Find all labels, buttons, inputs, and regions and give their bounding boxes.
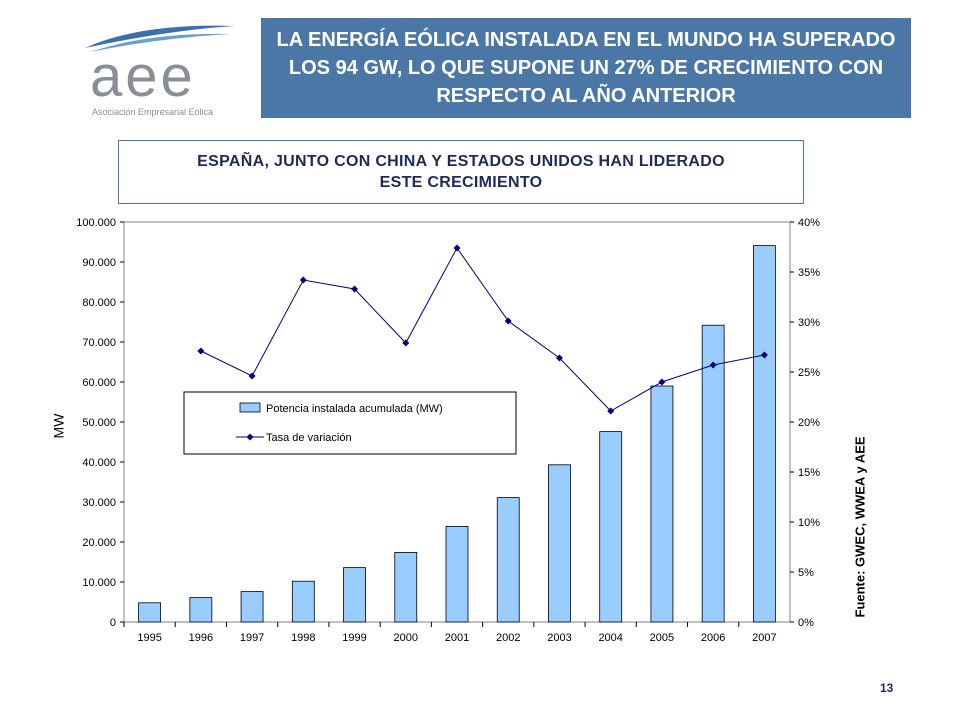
y-tick-label: 90.000 (82, 257, 116, 269)
x-tick-label: 2000 (394, 632, 418, 644)
legend-box (183, 391, 517, 455)
bar-2003 (548, 464, 571, 623)
bar-2006 (701, 324, 725, 623)
growth-rate-point (555, 354, 563, 362)
growth-rate-line (200, 247, 765, 412)
growth-rate-point (351, 285, 359, 293)
y-tick-label: 0 (110, 617, 116, 629)
x-tick-label: 1998 (291, 632, 315, 644)
logo-subtitle: Asociación Empresarial Eólica (92, 107, 214, 117)
legend-line-label: Tasa de variación (266, 432, 352, 444)
x-tick-label: 2005 (650, 632, 674, 644)
y2-tick-label: 40% (798, 217, 820, 229)
headline-banner: LA ENERGÍA EÓLICA INSTALADA EN EL MUNDO … (261, 18, 911, 118)
y-tick-label: 80.000 (82, 297, 116, 309)
bar-2001 (445, 526, 469, 623)
y2-tick-label: 30% (798, 317, 820, 329)
bar-1996 (189, 597, 213, 623)
growth-rate-point (248, 372, 256, 380)
bar-2004 (599, 431, 623, 623)
bar-1999 (343, 567, 366, 623)
legend-bar-label: Potencia instalada acumulada (MW) (266, 403, 443, 415)
y-tick-label: 30.000 (82, 497, 116, 509)
y-tick-label: 40.000 (82, 457, 116, 469)
bar-2005 (650, 385, 674, 623)
aee-logo (80, 18, 240, 118)
x-tick-label: 1999 (342, 632, 366, 644)
growth-rate-point (197, 347, 205, 355)
x-tick-label: 1997 (240, 632, 264, 644)
subheadline-box: ESPAÑA, JUNTO CON CHINA Y ESTADOS UNIDOS… (118, 140, 804, 204)
y2-tick-label: 20% (798, 417, 820, 429)
y2-tick-label: 35% (798, 267, 820, 279)
page-number: 13 (880, 681, 894, 695)
growth-rate-point (299, 276, 307, 284)
x-tick-label: 2004 (598, 632, 622, 644)
y-tick-label: 50.000 (82, 417, 116, 429)
legend-bar-swatch (239, 402, 261, 413)
x-tick-label: 1996 (189, 632, 213, 644)
y2-tick-label: 15% (798, 467, 820, 479)
x-tick-label: 2006 (701, 632, 725, 644)
y2-tick-label: 0% (798, 617, 814, 629)
logo-swoosh-icon (85, 25, 235, 52)
y2-tick-label: 5% (798, 567, 814, 579)
y-tick-label: 10.000 (82, 577, 116, 589)
y-tick-label: 100.000 (76, 217, 116, 229)
growth-rate-point (607, 407, 615, 415)
y-axis-label: MW (50, 413, 67, 439)
source-note: Fuente: GWEC, WWEA y AEE (852, 436, 868, 618)
bar-2000 (394, 552, 418, 623)
growth-rate-point (658, 378, 666, 386)
growth-rate-point (402, 339, 410, 347)
growth-rate-point (453, 244, 461, 252)
y-tick-label: 60.000 (82, 377, 116, 389)
bar-1998 (291, 580, 315, 623)
legend-line-marker (246, 433, 254, 441)
bar-1995 (138, 602, 162, 623)
x-tick-label: 2007 (752, 632, 776, 644)
y2-tick-label: 10% (798, 517, 820, 529)
y-tick-label: 70.000 (82, 337, 116, 349)
y2-tick-label: 25% (798, 367, 820, 379)
bar-2002 (496, 497, 520, 623)
growth-rate-point (760, 351, 768, 359)
logo-wordmark: aee (90, 44, 196, 109)
x-tick-label: 1995 (137, 632, 161, 644)
x-tick-label: 2001 (445, 632, 469, 644)
growth-rate-point (504, 317, 512, 325)
x-tick-label: 2003 (547, 632, 571, 644)
x-tick-label: 2002 (496, 632, 520, 644)
bar-1997 (240, 591, 264, 623)
y-tick-label: 20.000 (82, 537, 116, 549)
bar-2007 (752, 245, 776, 623)
growth-rate-point (709, 361, 717, 369)
